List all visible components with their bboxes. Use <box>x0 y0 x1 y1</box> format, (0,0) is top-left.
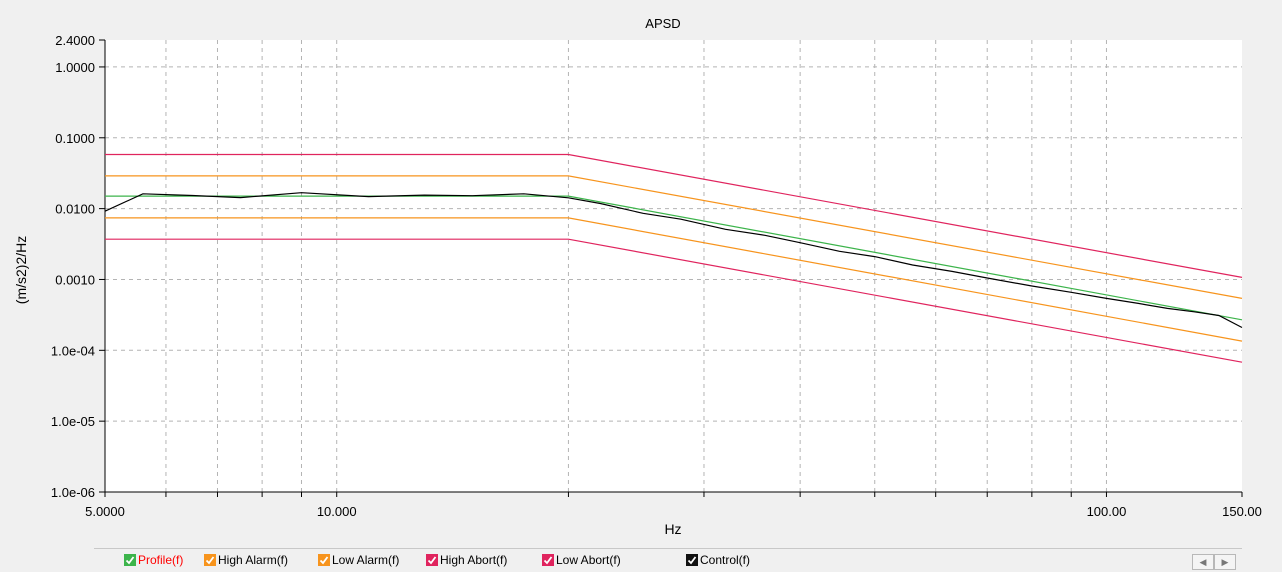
scroll-right-button[interactable]: ▶ <box>1214 554 1236 570</box>
legend-scrollbar[interactable]: ◀ ▶ <box>1192 554 1238 570</box>
y-tick-label: 1.0e-05 <box>51 414 95 429</box>
legend-item[interactable]: High Alarm(f) <box>204 552 288 568</box>
y-tick-label: 0.1000 <box>55 131 95 146</box>
y-tick-label: 0.0010 <box>55 272 95 287</box>
scroll-left-button[interactable]: ◀ <box>1192 554 1214 570</box>
legend-label: High Alarm(f) <box>218 553 288 567</box>
x-tick-label: 150.00 <box>1222 504 1262 519</box>
x-tick-label: 10.000 <box>317 504 357 519</box>
checkbox-icon[interactable] <box>686 554 698 566</box>
checkbox-icon[interactable] <box>542 554 554 566</box>
x-axis-label: Hz <box>664 521 681 537</box>
legend-item[interactable]: Low Abort(f) <box>542 552 621 568</box>
legend-item[interactable]: Profile(f) <box>124 552 183 568</box>
checkbox-icon[interactable] <box>124 554 136 566</box>
apsd-chart: 5.0000 10.000 100.00 150.00 2.4000 1.0000 0.10… <box>0 0 1282 548</box>
checkbox-icon[interactable] <box>318 554 330 566</box>
legend-item[interactable]: High Abort(f) <box>426 552 507 568</box>
checkbox-icon[interactable] <box>204 554 216 566</box>
legend-item[interactable]: Low Alarm(f) <box>318 552 399 568</box>
y-tick-label: 0.0100 <box>55 202 95 217</box>
x-tick-label: 5.0000 <box>85 504 125 519</box>
legend-label: High Abort(f) <box>440 553 507 567</box>
legend: Profile(f) High Alarm(f) Low Alarm(f) High … <box>94 548 1242 571</box>
y-tick-label: 1.0000 <box>55 60 95 75</box>
legend-label: Profile(f) <box>138 553 183 567</box>
y-tick-label: 1.0e-06 <box>51 485 95 500</box>
y-tick-label: 2.4000 <box>55 33 95 48</box>
y-axis-label: (m/s2)2/Hz <box>13 236 29 304</box>
legend-label: Control(f) <box>700 553 750 567</box>
x-tick-label: 100.00 <box>1087 504 1127 519</box>
legend-label: Low Abort(f) <box>556 553 621 567</box>
legend-label: Low Alarm(f) <box>332 553 399 567</box>
checkbox-icon[interactable] <box>426 554 438 566</box>
legend-item[interactable]: Control(f) <box>686 552 750 568</box>
y-tick-label: 1.0e-04 <box>51 343 95 358</box>
chart-title: APSD <box>645 16 680 31</box>
